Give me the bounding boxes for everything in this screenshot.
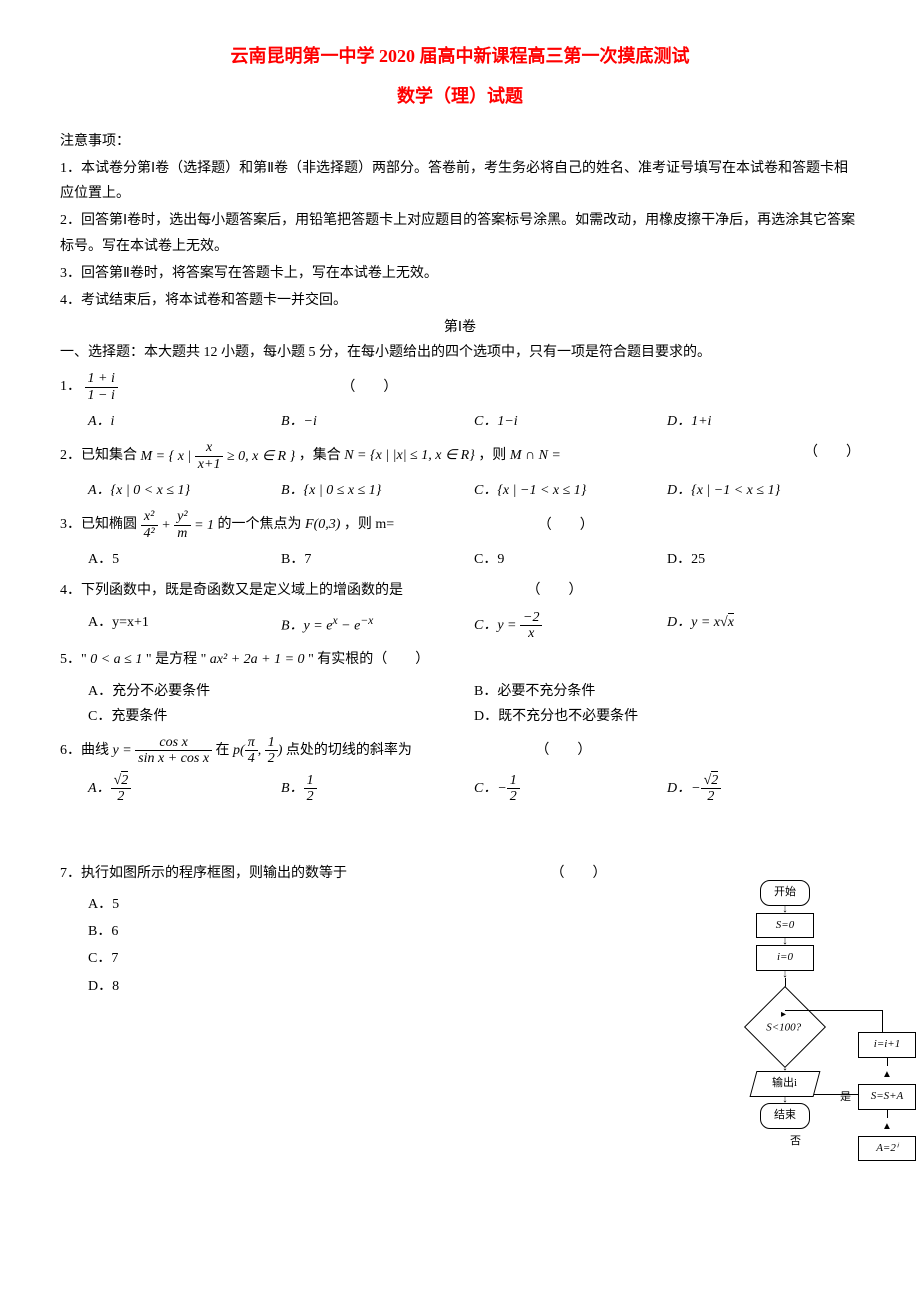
q5-suffix: " 有实根的（ ） [308, 652, 429, 667]
q2-mid2: ，则 [478, 449, 510, 464]
q4-stem: 4．下列函数中，既是奇函数又是定义域上的增函数的是 [60, 583, 403, 598]
notice-label: 注意事项： [60, 129, 860, 154]
q1-opt-a: A．i [88, 409, 281, 434]
fc-end: 结束 [760, 1103, 810, 1129]
q2-prefix: 2．已知集合 [60, 449, 141, 464]
q4-opt-c: C．y = −2x [474, 610, 667, 642]
part-1-label: 第Ⅰ卷 [60, 315, 860, 340]
q6-point: p(π4, 12) [233, 743, 282, 758]
q1-number: 1． [60, 380, 81, 395]
q2-opt-b: B．{x | 0 ≤ x ≤ 1} [281, 478, 474, 503]
fc-yes-label: 是 [840, 1088, 851, 1108]
q6-opt-a: A．√22 [88, 773, 281, 805]
q2-options: A．{x | 0 < x ≤ 1} B．{x | 0 ≤ x ≤ 1} C．{x… [88, 478, 860, 503]
q5-options: A．充分不必要条件 B．必要不充分条件 C．充要条件 D．既不充分也不必要条件 [88, 679, 860, 729]
q7-stem: 7．执行如图所示的程序框图，则输出的数等于 [60, 866, 347, 881]
q3-mid: 的一个焦点为 [218, 518, 306, 533]
q5-prefix: 5．" [60, 652, 90, 667]
q6-options: A．√22 B．12 C．−12 D．−√22 [88, 773, 860, 805]
exam-title-main: 云南昆明第一中学 2020 届高中新课程高三第一次摸底测试 [60, 40, 860, 72]
q6-mid: 在 [216, 743, 234, 758]
q5-cond: 0 < a ≤ 1 [90, 652, 142, 667]
q6-paren: （ ） [535, 743, 591, 758]
q2-expr: M ∩ N = [510, 449, 561, 464]
q3-opt-b: B．7 [281, 547, 474, 572]
q6-opt-c: C．−12 [474, 773, 667, 805]
q5-opt-a: A．充分不必要条件 [88, 679, 474, 704]
fc-start: 开始 [760, 880, 810, 906]
q5-opt-b: B．必要不充分条件 [474, 679, 860, 704]
q5-mid: " 是方程 " [146, 652, 210, 667]
q1-paren: （ ） [341, 380, 397, 395]
q3-opt-d: D．25 [667, 547, 860, 572]
question-1: 1． 1 + i 1 − i （ ） [60, 371, 860, 403]
q3-ellipse: x²4² + y²m = 1 [141, 518, 218, 533]
q3-paren: （ ） [538, 518, 594, 533]
flowchart: 开始 ↓ S=0 ↓ i=0 ↓ S<100? ↓ 输出i ↓ 结束 是 否 i… [740, 880, 920, 1129]
question-3: 3．已知椭圆 x²4² + y²m = 1 的一个焦点为 F(0,3) ，则 m… [60, 509, 860, 541]
q1-opt-c: C．1−i [474, 409, 667, 434]
q4-opt-a: A．y=x+1 [88, 610, 281, 642]
question-2: 2．已知集合 M = { x | xx+1 ≥ 0, x ∈ R } ，集合 N… [60, 440, 860, 472]
fc-ssa: S=S+A [858, 1084, 916, 1110]
q3-options: A．5 B．7 C．9 D．25 [88, 547, 860, 572]
q1-options: A．i B．−i C．1−i D．1+i [88, 409, 860, 434]
q2-opt-d: D．{x | −1 < x ≤ 1} [667, 478, 860, 503]
section-1-intro: 一、选择题：本大题共 12 小题，每小题 5 分，在每小题给出的四个选项中，只有… [60, 340, 860, 365]
q5-opt-c: C．充要条件 [88, 704, 474, 729]
q3-opt-c: C．9 [474, 547, 667, 572]
instruction-2: 2．回答第Ⅰ卷时，选出每小题答案后，用铅笔把答题卡上对应题目的答案标号涂黑。如需… [60, 208, 860, 258]
q5-opt-d: D．既不充分也不必要条件 [474, 704, 860, 729]
fc-cond: S<100? [744, 986, 826, 1068]
instruction-1: 1．本试卷分第Ⅰ卷（选择题）和第Ⅱ卷（非选择题）两部分。答卷前，考生务必将自己的… [60, 156, 860, 206]
q1-opt-b: B．−i [281, 409, 474, 434]
q4-opt-b: B．y = ex − e−x [281, 610, 474, 642]
q5-eq: ax² + 2a + 1 = 0 [210, 652, 305, 667]
question-6: 6．曲线 y = cos xsin x + cos x 在 p(π4, 12) … [60, 735, 860, 767]
fc-output: 输出i [750, 1071, 821, 1097]
fc-no-label: 否 [790, 1132, 801, 1152]
q2-set-m: M = { x | xx+1 ≥ 0, x ∈ R } [141, 449, 296, 464]
q3-prefix: 3．已知椭圆 [60, 518, 141, 533]
question-4: 4．下列函数中，既是奇函数又是定义域上的增函数的是 （ ） [60, 578, 860, 603]
q2-opt-c: C．{x | −1 < x ≤ 1} [474, 478, 667, 503]
q3-focus: F(0,3) [305, 518, 340, 533]
fc-a2i: A=2ⁱ [858, 1136, 916, 1162]
q7-paren: （ ） [551, 866, 607, 881]
fc-ipp: i=i+1 [858, 1032, 916, 1058]
q3-opt-a: A．5 [88, 547, 281, 572]
q3-suffix: ，则 m= [344, 518, 394, 533]
q2-paren: （ ） [804, 440, 860, 465]
instruction-3: 3．回答第Ⅱ卷时，将答案写在答题卡上，写在本试卷上无效。 [60, 261, 860, 286]
instruction-4: 4．考试结束后，将本试卷和答题卡一并交回。 [60, 288, 860, 313]
q1-opt-d: D．1+i [667, 409, 860, 434]
q1-fraction: 1 + i 1 − i [85, 371, 118, 403]
q6-curve: y = cos xsin x + cos x [113, 743, 216, 758]
q6-prefix: 6．曲线 [60, 743, 113, 758]
q2-opt-a: A．{x | 0 < x ≤ 1} [88, 478, 281, 503]
q4-options: A．y=x+1 B．y = ex − e−x C．y = −2x D．y = x… [88, 610, 860, 642]
q2-set-n: N = {x | |x| ≤ 1, x ∈ R} [344, 449, 475, 464]
q4-paren: （ ） [527, 583, 583, 598]
q4-opt-d: D．y = x√x [667, 610, 860, 642]
q6-opt-d: D．−√22 [667, 773, 860, 805]
q6-opt-b: B．12 [281, 773, 474, 805]
question-5: 5．" 0 < a ≤ 1 " 是方程 " ax² + 2a + 1 = 0 "… [60, 647, 860, 672]
exam-title-sub: 数学（理）试题 [60, 80, 860, 112]
q2-mid1: ，集合 [299, 449, 345, 464]
q6-suffix: 点处的切线的斜率为 [286, 743, 412, 758]
